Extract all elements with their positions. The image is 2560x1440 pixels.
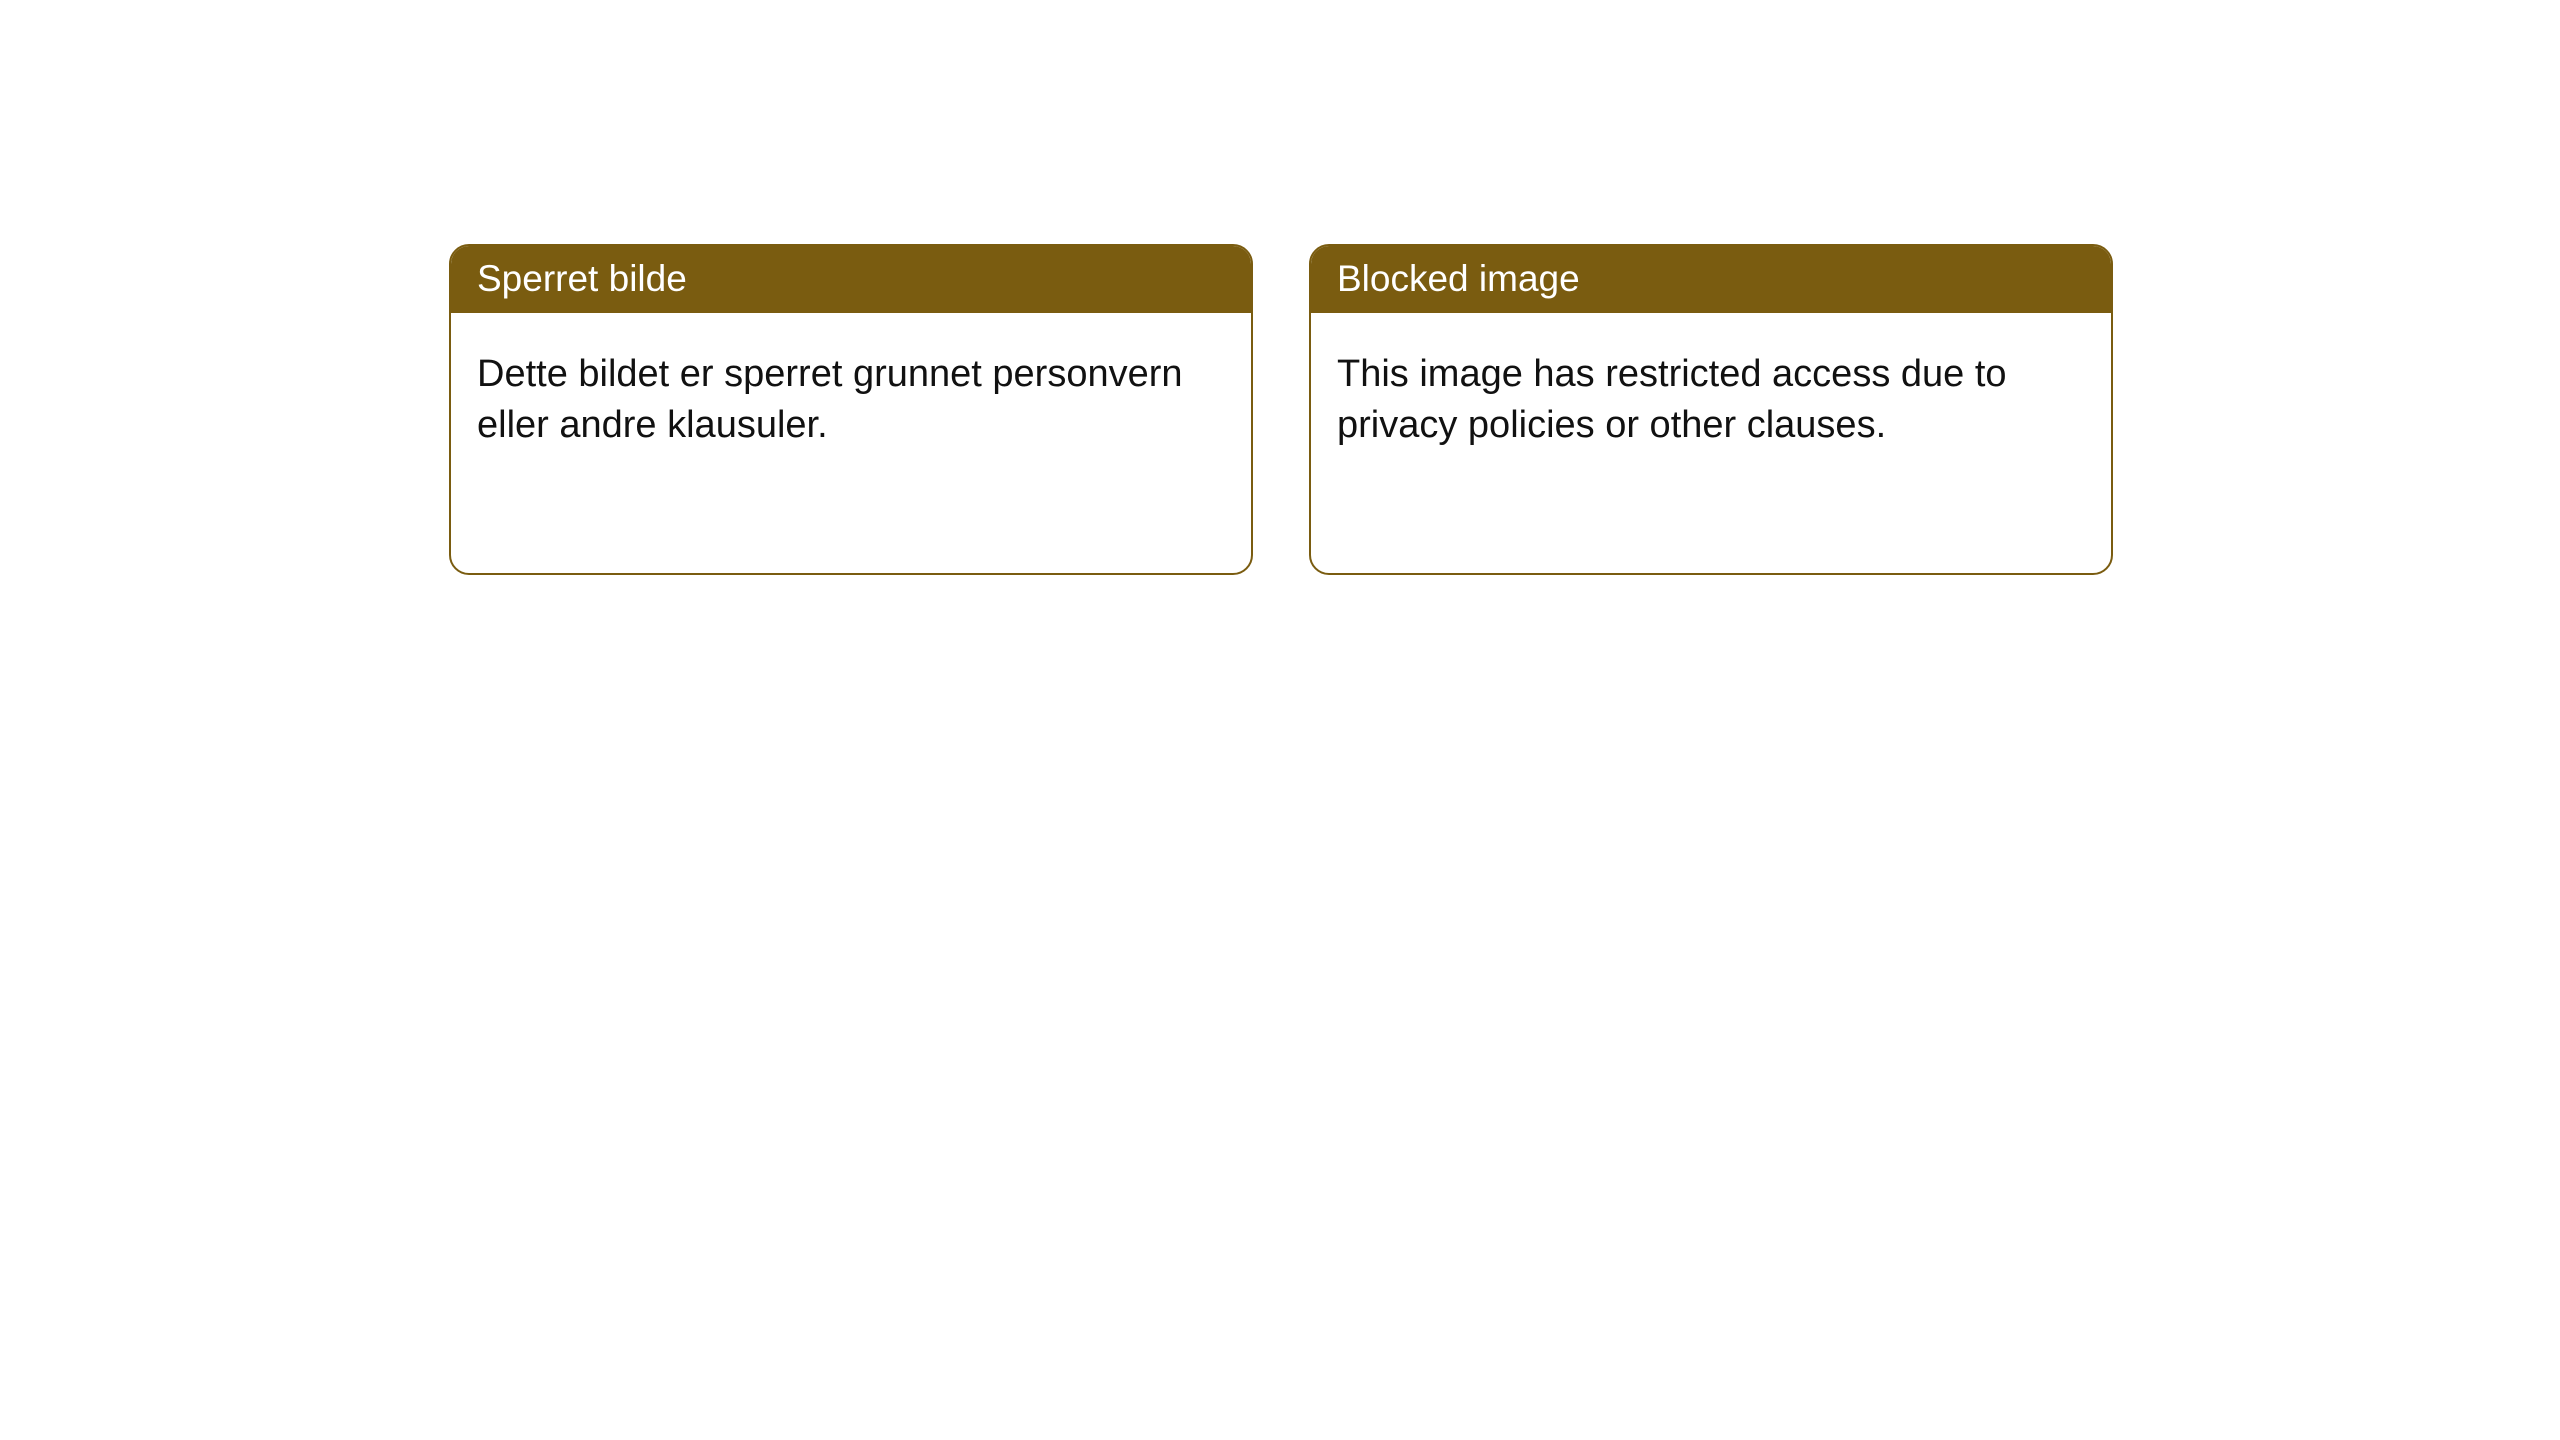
- card-row: Sperret bilde Dette bildet er sperret gr…: [0, 0, 2560, 575]
- blocked-image-card-no: Sperret bilde Dette bildet er sperret gr…: [449, 244, 1253, 575]
- card-header-no: Sperret bilde: [451, 246, 1251, 313]
- card-body-en: This image has restricted access due to …: [1311, 313, 2111, 475]
- card-header-en: Blocked image: [1311, 246, 2111, 313]
- card-body-no: Dette bildet er sperret grunnet personve…: [451, 313, 1251, 475]
- blocked-image-card-en: Blocked image This image has restricted …: [1309, 244, 2113, 575]
